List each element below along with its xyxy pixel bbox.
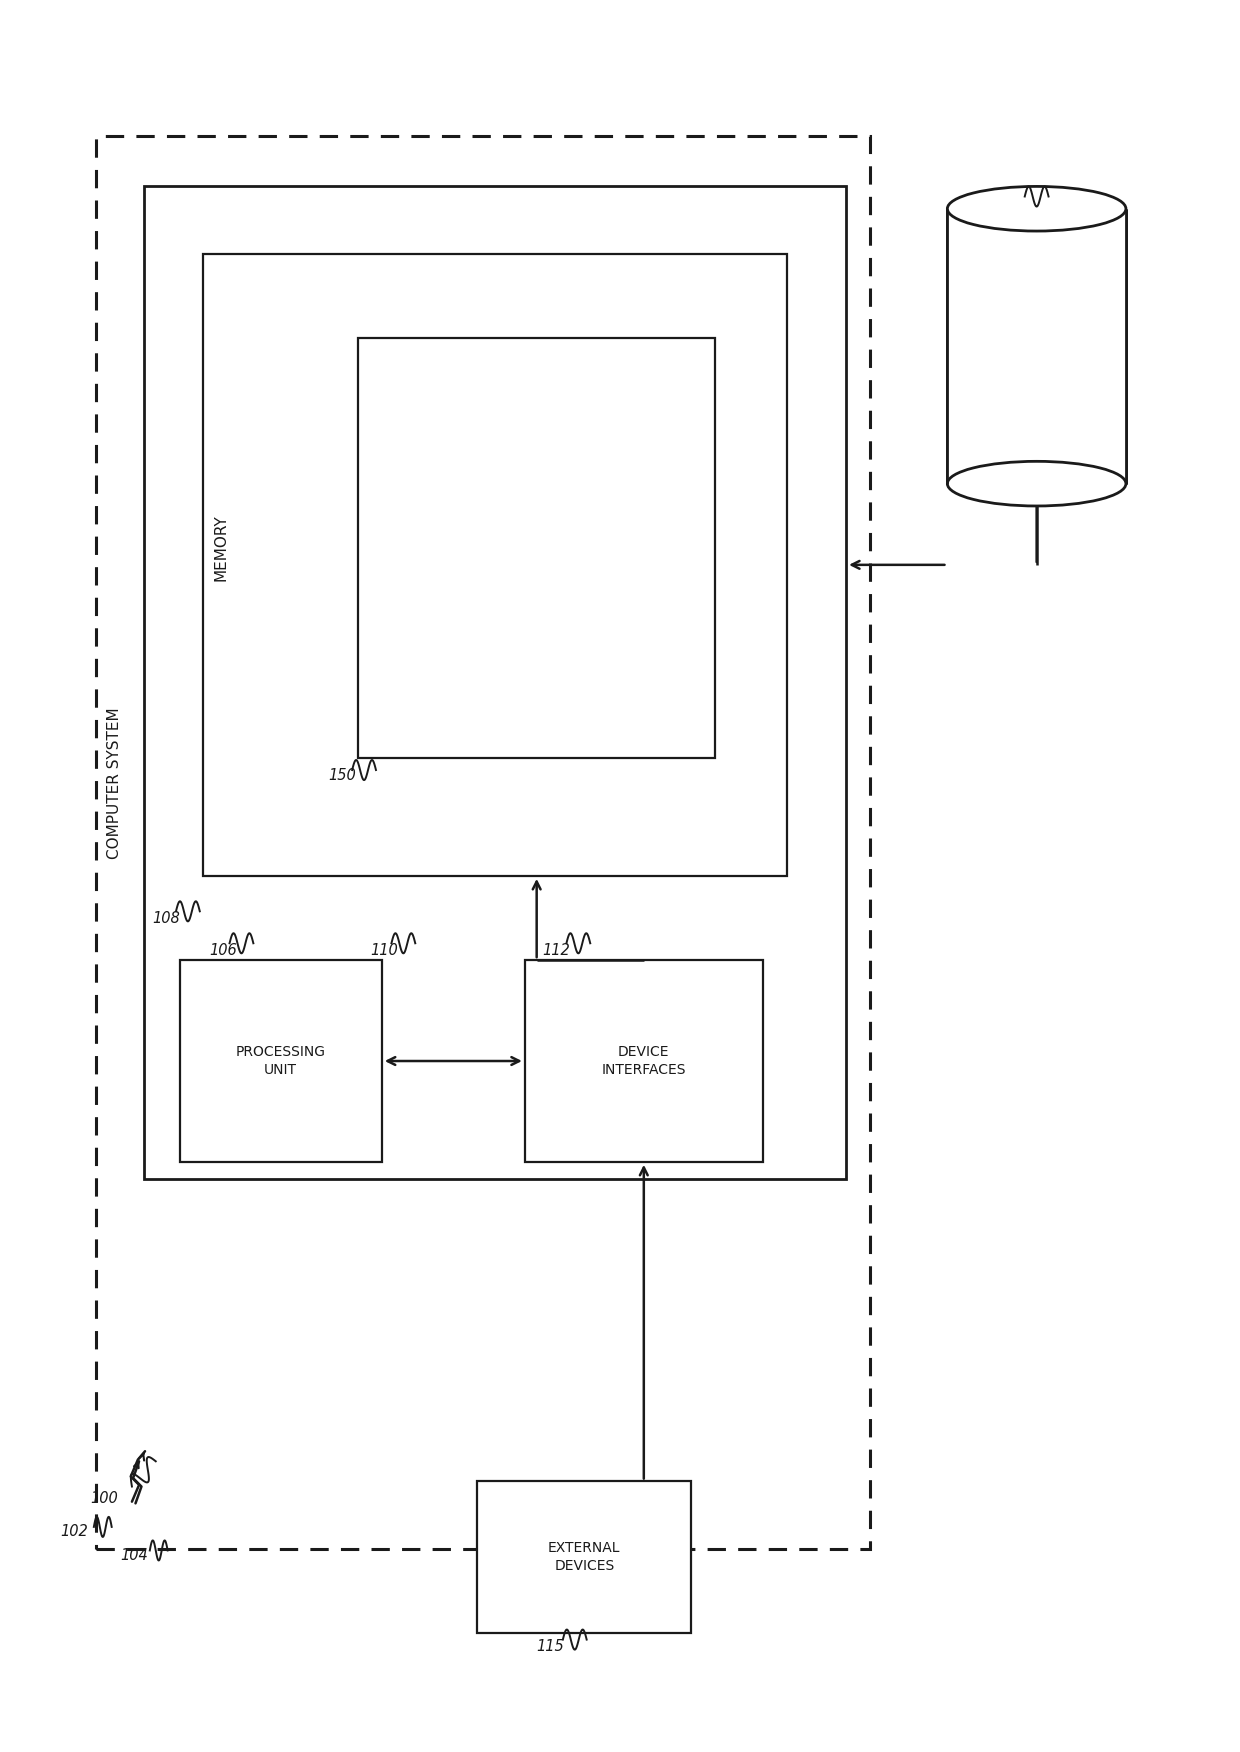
Bar [180,960,382,1162]
Text: 115: 115 [537,1638,564,1654]
Text: 100: 100 [91,1491,118,1505]
Bar [947,208,1126,484]
Bar [97,137,870,1549]
Text: 106: 106 [210,943,237,958]
Bar [358,338,715,759]
Text: NLP
ENGINE: NLP ENGINE [505,527,568,569]
Text: 110: 110 [370,943,398,958]
Bar [144,186,846,1179]
Text: EXTERNAL
DEVICES: EXTERNAL DEVICES [548,1542,620,1573]
Text: 108: 108 [153,911,180,925]
Bar [477,1482,692,1633]
Bar [525,960,763,1162]
Text: COMPUTER SYSTEM: COMPUTER SYSTEM [107,708,122,858]
Text: MEMORY: MEMORY [213,515,228,582]
Text: 112: 112 [543,943,570,958]
Text: PROCESSING
UNIT: PROCESSING UNIT [236,1044,326,1077]
Bar [203,254,786,876]
Text: 104: 104 [120,1549,148,1563]
Text: DEVICE
INTERFACES: DEVICE INTERFACES [601,1044,686,1077]
Text: STORAGE
SYSTEM: STORAGE SYSTEM [1003,329,1070,363]
Text: 102: 102 [61,1524,88,1540]
Text: 116: 116 [1001,196,1029,210]
Ellipse shape [947,186,1126,231]
Ellipse shape [947,461,1126,506]
Text: 150: 150 [329,767,356,783]
